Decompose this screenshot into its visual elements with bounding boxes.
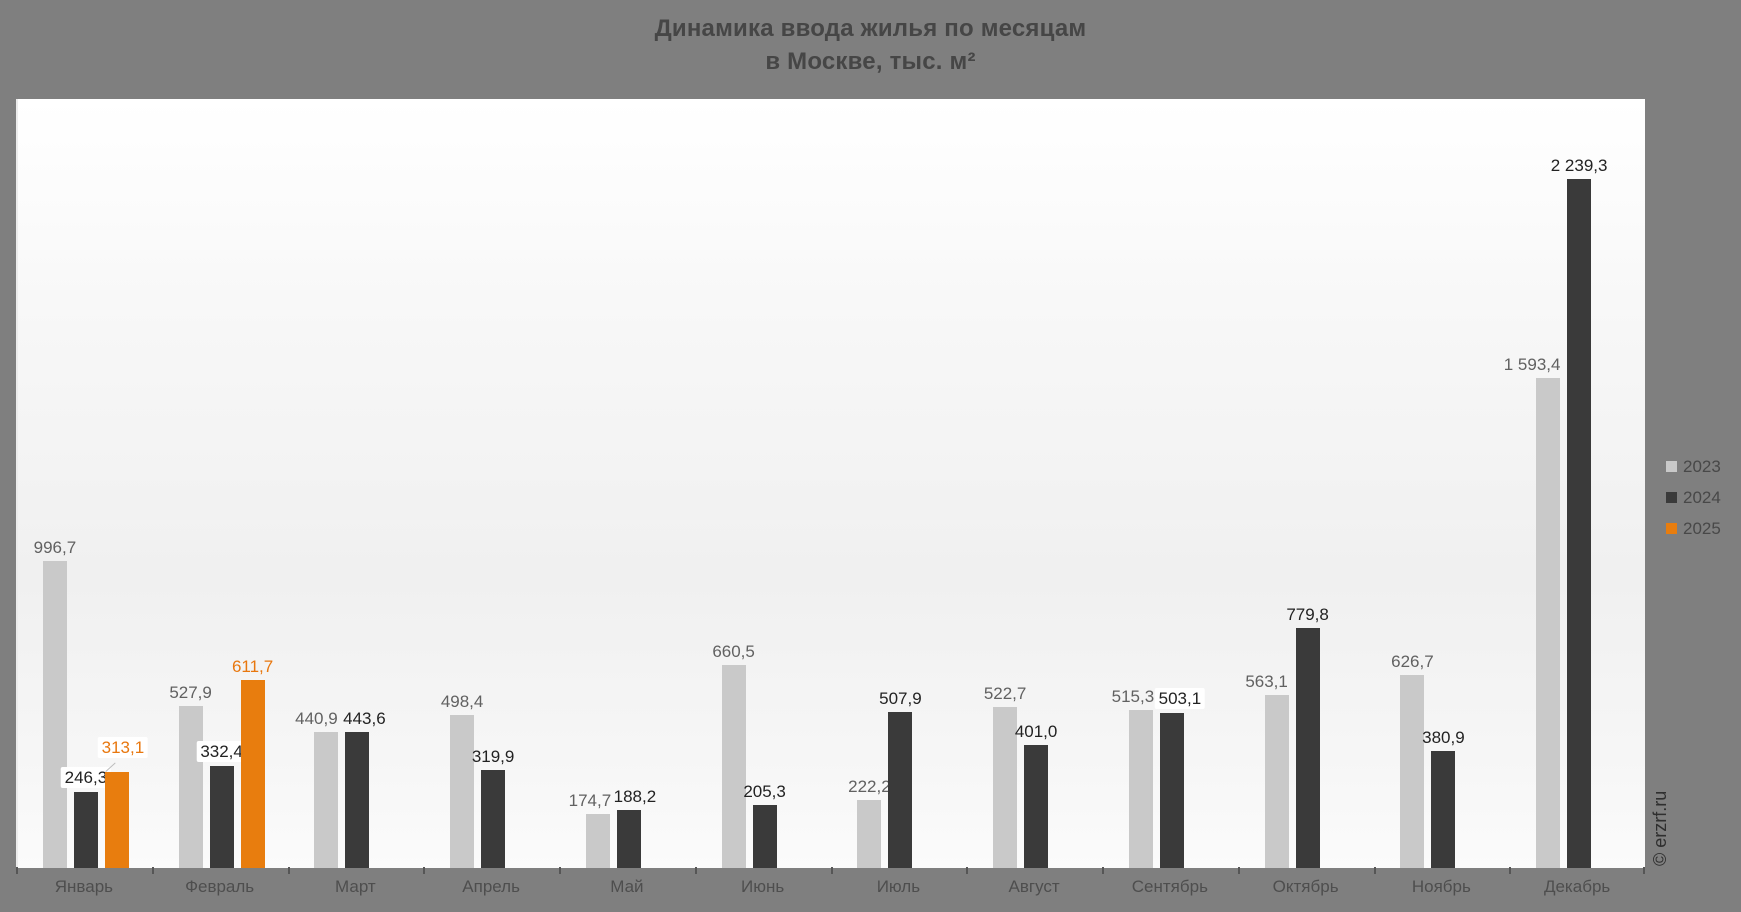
bar-2024-3 xyxy=(481,769,506,868)
bar-value-label-2024-2: 443,6 xyxy=(343,708,386,728)
legend-label-2024: 2024 xyxy=(1683,487,1721,507)
legend-swatch-2024 xyxy=(1666,492,1677,503)
chart-title-line1: Динамика ввода жилья по месяцам xyxy=(654,15,1087,42)
bar-2024-8 xyxy=(1159,713,1184,868)
bar-value-label-2024-7: 401,0 xyxy=(1014,721,1058,741)
legend: 2023 2024 2025 xyxy=(1666,457,1721,550)
bar-value-label-2024-4: 188,2 xyxy=(613,787,657,807)
bar-2024-4 xyxy=(616,810,641,868)
bar-value-label-2023-7: 522,7 xyxy=(983,684,1027,704)
bar-value-label-2024-6: 507,9 xyxy=(879,688,922,708)
bar-2025-0 xyxy=(104,771,129,868)
bar-2024-2 xyxy=(345,731,370,868)
bar-2023-2 xyxy=(314,732,339,868)
axis-tick xyxy=(423,867,426,874)
x-axis-labels: Январь Февраль Март Апрель Май Июнь Июль Август… xyxy=(16,877,1645,901)
axis-label-month-10: Ноябрь xyxy=(1411,877,1471,896)
axis-tick xyxy=(1643,867,1645,874)
x-axis-ticks xyxy=(16,867,1645,875)
axis-tick xyxy=(1102,867,1104,874)
axis-label-month-11: Декабрь xyxy=(1543,877,1611,896)
bar-value-label-2023-1: 527,9 xyxy=(169,682,212,702)
axis-tick xyxy=(694,867,697,874)
bar-2023-0 xyxy=(42,561,67,868)
bar-2025-1 xyxy=(240,679,265,868)
bar-2023-8 xyxy=(1128,709,1153,868)
axis-label-month-6: Июль xyxy=(876,877,921,896)
bar-2024-11 xyxy=(1567,179,1592,868)
legend-item-2024: 2024 xyxy=(1666,488,1721,507)
bar-value-label-2023-3: 498,4 xyxy=(440,691,484,711)
axis-tick xyxy=(830,867,833,874)
bar-2024-5 xyxy=(752,804,777,868)
axis-label-month-8: Сентябрь xyxy=(1131,877,1208,896)
bar-value-label-2024-8: 503,1 xyxy=(1154,688,1206,710)
axis-tick xyxy=(16,867,18,874)
bar-value-label-2025-0: 313,1 xyxy=(97,736,149,758)
bar-value-label-2024-9: 779,8 xyxy=(1286,605,1329,625)
bar-2024-7 xyxy=(1024,744,1049,868)
bar-2023-4 xyxy=(585,814,610,868)
axis-tick xyxy=(559,867,561,874)
bar-value-label-2024-11: 2 239,3 xyxy=(1550,156,1608,176)
bar-2023-10 xyxy=(1400,675,1425,868)
axis-tick xyxy=(1509,867,1512,874)
legend-swatch-2025 xyxy=(1666,523,1677,534)
axis-tick xyxy=(1373,867,1376,874)
bar-2023-11 xyxy=(1536,377,1561,868)
bar-value-label-2024-1: 332,4 xyxy=(196,740,247,762)
chart-title-line2: в Москве, тыс. м² xyxy=(765,48,976,75)
bar-2023-5 xyxy=(721,664,746,868)
bar-value-label-2023-2: 440,9 xyxy=(295,709,338,729)
bar-value-label-2023-10: 626,7 xyxy=(1391,652,1434,672)
bar-value-label-2024-3: 319,9 xyxy=(471,746,515,766)
axis-tick xyxy=(1237,867,1240,874)
axis-label-month-0: Январь xyxy=(54,877,114,896)
watermark-copyright: © erzrf.ru xyxy=(1650,790,1670,866)
bar-2023-9 xyxy=(1264,694,1289,868)
axis-tick xyxy=(151,867,154,874)
bar-value-label-2023-6: 222,2 xyxy=(848,776,891,796)
bar-2024-9 xyxy=(1295,628,1320,868)
bar-2024-0 xyxy=(73,792,98,868)
bar-value-label-2024-5: 205,3 xyxy=(743,781,786,801)
axis-label-month-2: Март xyxy=(335,877,376,896)
bar-2023-3 xyxy=(450,714,475,868)
bar-value-label-2023-5: 660,5 xyxy=(712,641,755,661)
axis-tick xyxy=(287,867,290,874)
bar-2023-7 xyxy=(993,707,1018,868)
bar-value-label-2023-9: 563,1 xyxy=(1245,671,1288,691)
legend-label-2025: 2025 xyxy=(1683,518,1721,538)
bar-value-label-2023-4: 174,7 xyxy=(568,791,612,811)
legend-swatch-2023 xyxy=(1666,461,1677,472)
bar-value-label-2023-0: 996,7 xyxy=(33,538,77,558)
bar-value-label-2024-10: 380,9 xyxy=(1422,727,1465,747)
plot-area: 996,7 246,3 313,1 527,9 332,4 611,7 440,9 443,6… xyxy=(16,99,1645,868)
axis-label-month-4: Май xyxy=(610,877,644,896)
legend-item-2023: 2023 xyxy=(1666,457,1721,476)
bar-value-label-2024-0: 246,3 xyxy=(60,767,112,789)
axis-label-month-7: Август xyxy=(1008,877,1060,896)
axis-tick xyxy=(966,867,969,874)
bar-value-label-2023-8: 515,3 xyxy=(1111,686,1155,706)
bar-2024-6 xyxy=(888,711,913,868)
axis-label-month-1: Февраль xyxy=(185,877,255,896)
axis-label-month-3: Апрель xyxy=(462,877,520,896)
bar-2024-1 xyxy=(209,765,234,868)
bar-value-label-2023-11: 1 593,4 xyxy=(1503,354,1561,374)
bar-2023-1 xyxy=(178,705,203,868)
axis-label-month-5: Июнь xyxy=(741,877,785,896)
bar-2024-10 xyxy=(1431,750,1456,868)
chart-title: Динамика ввода жилья по месяцам в Москве… xyxy=(0,12,1741,78)
bar-2023-6 xyxy=(857,799,882,868)
axis-label-month-9: Октябрь xyxy=(1272,877,1339,896)
bar-value-label-2025-1: 611,7 xyxy=(231,656,274,676)
legend-label-2023: 2023 xyxy=(1683,456,1721,476)
legend-item-2025: 2025 xyxy=(1666,519,1721,538)
